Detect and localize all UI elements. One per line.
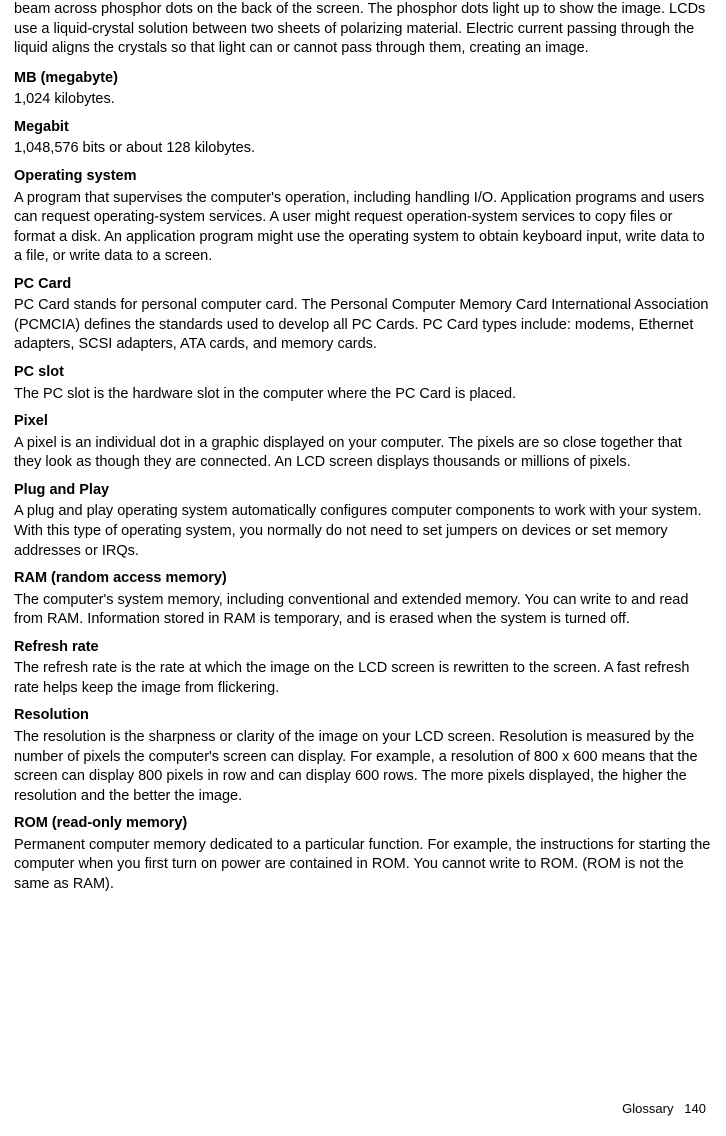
page-content: beam across phosphor dots on the back of… [14,0,712,895]
glossary-term: MB (megabyte) [14,69,712,89]
glossary-entry: Pixel A pixel is an individual dot in a … [14,412,712,473]
glossary-entry: MB (megabyte) 1,024 kilobytes. [14,69,712,110]
glossary-term: PC slot [14,363,712,383]
glossary-entry: Plug and Play A plug and play operating … [14,481,712,561]
glossary-definition: A plug and play operating system automat… [14,502,712,561]
glossary-definition: The PC slot is the hardware slot in the … [14,385,712,405]
glossary-definition: Permanent computer memory dedicated to a… [14,836,712,895]
glossary-entry: Resolution The resolution is the sharpne… [14,706,712,806]
glossary-term: ROM (read-only memory) [14,814,712,834]
glossary-definition: The computer's system memory, including … [14,591,712,630]
glossary-term: Pixel [14,412,712,432]
glossary-term: Megabit [14,118,712,138]
glossary-term: RAM (random access memory) [14,569,712,589]
glossary-entry: PC Card PC Card stands for personal comp… [14,275,712,355]
glossary-term: Resolution [14,706,712,726]
glossary-term: Plug and Play [14,481,712,501]
page-footer: Glossary 140 [622,1100,706,1118]
footer-section: Glossary [622,1101,673,1116]
glossary-term: Refresh rate [14,638,712,658]
glossary-term: PC Card [14,275,712,295]
glossary-definition: The refresh rate is the rate at which th… [14,659,712,698]
glossary-entry: Operating system A program that supervis… [14,167,712,267]
glossary-term: Operating system [14,167,712,187]
glossary-entry: Megabit 1,048,576 bits or about 128 kilo… [14,118,712,159]
glossary-entry: RAM (random access memory) The computer'… [14,569,712,630]
footer-page-number: 140 [684,1101,706,1116]
intro-paragraph: beam across phosphor dots on the back of… [14,0,712,59]
glossary-entry: Refresh rate The refresh rate is the rat… [14,638,712,699]
glossary-definition: 1,024 kilobytes. [14,90,712,110]
glossary-entry: ROM (read-only memory) Permanent compute… [14,814,712,894]
glossary-definition: 1,048,576 bits or about 128 kilobytes. [14,139,712,159]
glossary-definition: PC Card stands for personal computer car… [14,296,712,355]
glossary-definition: The resolution is the sharpness or clari… [14,728,712,806]
glossary-entry: PC slot The PC slot is the hardware slot… [14,363,712,404]
glossary-definition: A program that supervises the computer's… [14,189,712,267]
glossary-definition: A pixel is an individual dot in a graphi… [14,434,712,473]
